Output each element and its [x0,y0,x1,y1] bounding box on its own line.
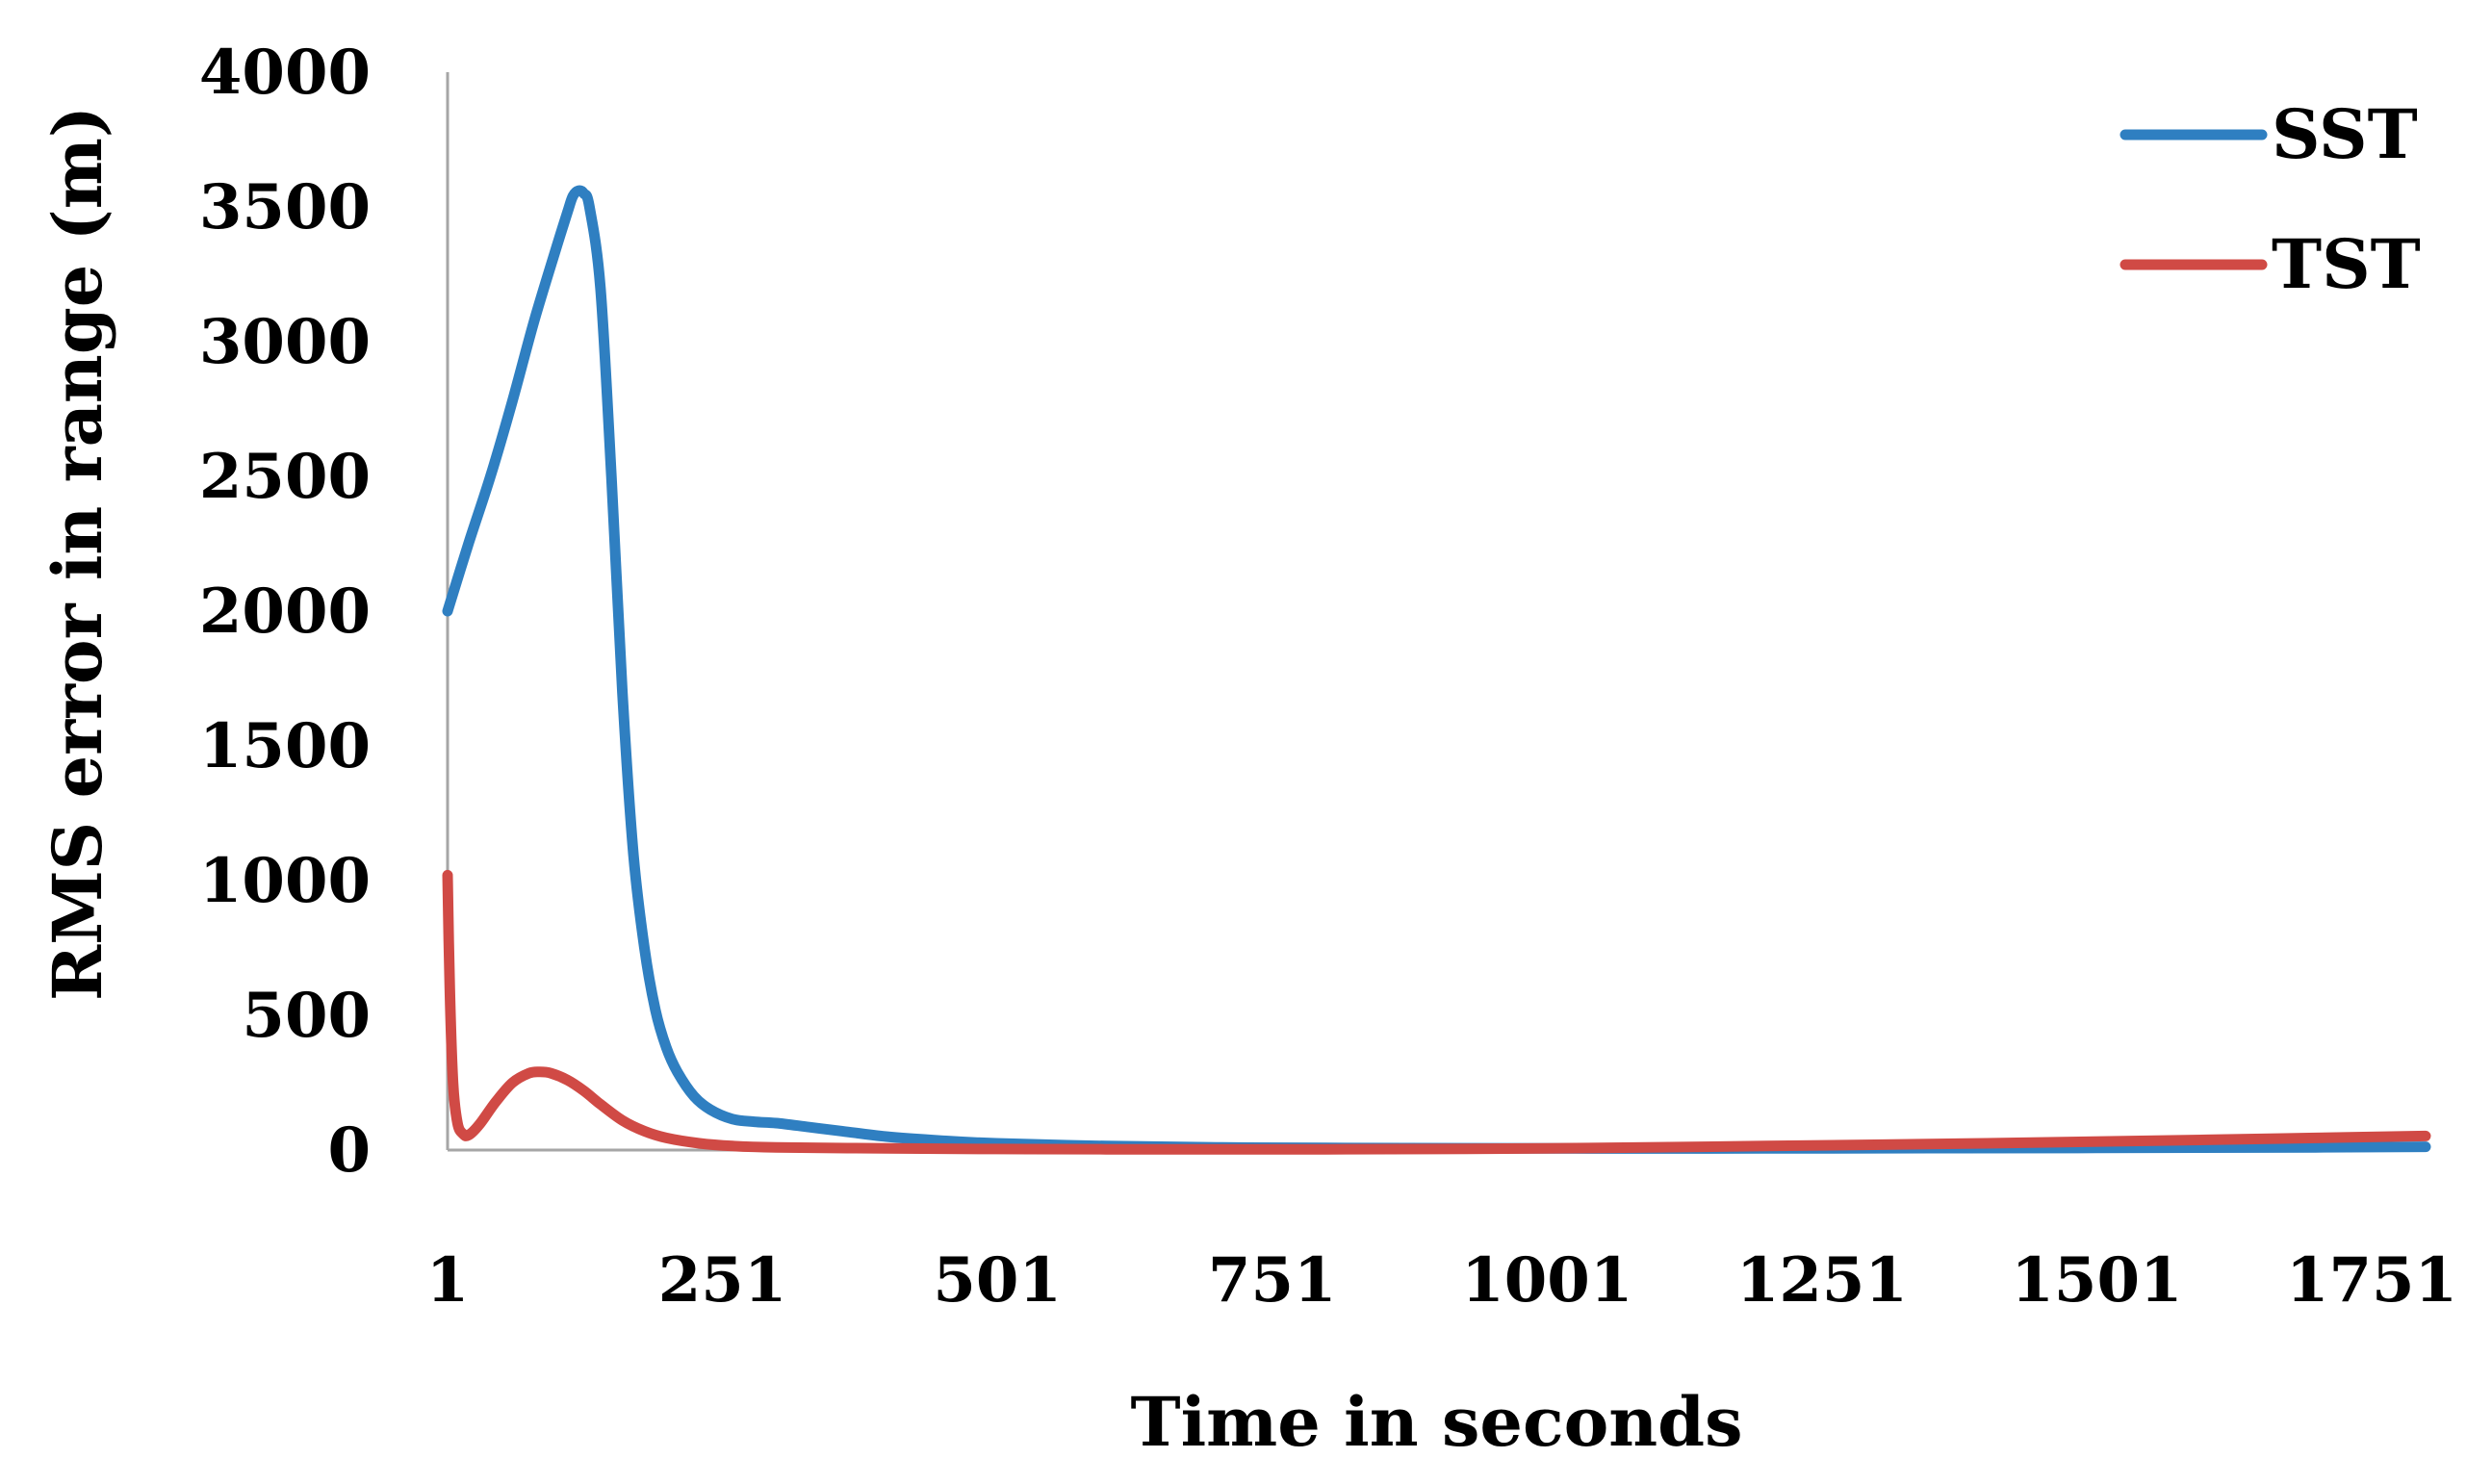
series-line-sst [442,185,2431,1154]
x-tick-label: 751 [1208,1244,1337,1317]
x-tick-label: 501 [933,1244,1062,1317]
y-axis-title: RMS error in range (m) [38,106,117,1001]
axes [446,72,2426,1152]
legend-label-tst: TST [2272,224,2421,304]
x-tick-label: 251 [658,1244,787,1317]
y-tick-label: 4000 [199,37,371,109]
legend: SST TST [2119,94,2421,304]
y-tick-label: 2500 [199,441,371,513]
x-tick-label: 1 [426,1244,470,1317]
series-lines [442,185,2431,1155]
x-tick-label: 1251 [1736,1244,1908,1317]
x-axis-title: Time in seconds [1130,1382,1742,1462]
y-tick-label: 3000 [199,306,371,378]
legend-label-sst: SST [2272,94,2418,174]
y-tick-label: 500 [242,980,371,1052]
y-tick-labels: 0 500 1000 1500 2000 2500 3000 3500 4000 [199,37,371,1187]
y-tick-label: 1500 [199,710,371,782]
series-line-tst [442,869,2431,1155]
y-tick-label: 2000 [199,576,371,648]
x-tick-label: 1001 [1461,1244,1632,1317]
y-tick-label: 0 [327,1114,371,1187]
x-tick-labels: 1 251 501 751 1001 1251 1501 1751 [426,1244,2457,1317]
x-tick-label: 1501 [2011,1244,2182,1317]
y-tick-label: 3500 [199,171,371,243]
x-tick-label: 1751 [2286,1244,2457,1317]
y-tick-label: 1000 [199,845,371,917]
